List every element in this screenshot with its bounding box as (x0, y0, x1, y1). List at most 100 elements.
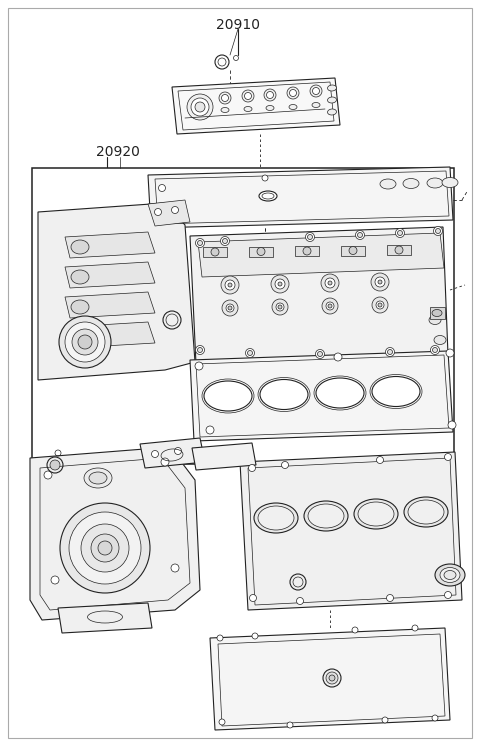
Circle shape (356, 231, 364, 239)
Circle shape (195, 102, 205, 112)
Circle shape (303, 247, 311, 255)
Circle shape (432, 715, 438, 721)
Circle shape (187, 94, 213, 120)
Circle shape (310, 85, 322, 97)
Text: 20910: 20910 (216, 18, 260, 32)
Circle shape (152, 451, 158, 457)
Ellipse shape (221, 107, 229, 113)
Circle shape (226, 304, 234, 312)
Circle shape (349, 246, 357, 254)
Ellipse shape (71, 240, 89, 254)
Bar (32, 168, 454, 464)
Ellipse shape (372, 377, 420, 407)
Circle shape (317, 351, 323, 357)
Circle shape (197, 348, 203, 353)
Ellipse shape (403, 178, 419, 189)
Ellipse shape (262, 193, 274, 199)
Ellipse shape (308, 504, 344, 528)
Circle shape (244, 93, 252, 99)
Bar (295, 246, 319, 256)
Circle shape (287, 722, 293, 728)
Circle shape (249, 465, 255, 471)
Ellipse shape (254, 503, 298, 533)
Circle shape (262, 175, 268, 181)
Bar (387, 245, 411, 255)
Circle shape (69, 512, 141, 584)
Circle shape (329, 675, 335, 681)
Circle shape (219, 719, 225, 725)
Circle shape (98, 541, 112, 555)
Polygon shape (30, 447, 200, 620)
Polygon shape (172, 78, 340, 134)
Circle shape (281, 462, 288, 468)
Circle shape (217, 635, 223, 641)
Ellipse shape (327, 97, 336, 103)
Ellipse shape (260, 380, 308, 410)
Ellipse shape (258, 506, 294, 530)
Text: 20920: 20920 (96, 145, 140, 159)
Circle shape (171, 564, 179, 572)
Circle shape (297, 598, 303, 604)
Circle shape (382, 717, 388, 723)
Polygon shape (190, 227, 448, 364)
Circle shape (326, 672, 338, 684)
Ellipse shape (380, 179, 396, 189)
Circle shape (378, 280, 382, 284)
Circle shape (308, 234, 312, 239)
Circle shape (278, 305, 282, 309)
Circle shape (396, 228, 405, 237)
Circle shape (221, 95, 228, 101)
Circle shape (59, 316, 111, 368)
Ellipse shape (71, 330, 89, 344)
Circle shape (431, 345, 440, 354)
Circle shape (206, 426, 214, 434)
Circle shape (352, 627, 358, 633)
Circle shape (191, 98, 209, 116)
Bar (341, 245, 365, 255)
Circle shape (412, 625, 418, 631)
Ellipse shape (429, 316, 441, 325)
Ellipse shape (358, 502, 394, 526)
Circle shape (195, 239, 204, 248)
Ellipse shape (440, 568, 460, 583)
Circle shape (250, 595, 256, 601)
Ellipse shape (259, 191, 277, 201)
Circle shape (322, 298, 338, 314)
Polygon shape (148, 200, 190, 226)
Circle shape (65, 322, 105, 362)
Circle shape (328, 304, 332, 308)
Circle shape (397, 231, 403, 236)
Circle shape (248, 351, 252, 356)
Circle shape (195, 362, 203, 370)
Ellipse shape (442, 178, 458, 187)
Circle shape (323, 669, 341, 687)
Ellipse shape (327, 85, 336, 91)
Circle shape (218, 58, 226, 66)
Bar (203, 247, 227, 257)
Circle shape (175, 448, 181, 454)
Circle shape (171, 207, 179, 213)
Ellipse shape (432, 310, 442, 316)
Polygon shape (190, 351, 453, 441)
Circle shape (44, 471, 52, 479)
Circle shape (78, 335, 92, 349)
Circle shape (321, 274, 339, 292)
Circle shape (371, 273, 389, 291)
Circle shape (211, 248, 219, 256)
Circle shape (223, 239, 228, 243)
Polygon shape (240, 452, 462, 610)
Circle shape (51, 576, 59, 584)
Circle shape (432, 348, 437, 353)
Circle shape (378, 303, 382, 307)
Bar (430, 307, 445, 319)
Ellipse shape (244, 107, 252, 111)
Polygon shape (198, 233, 444, 277)
Circle shape (312, 87, 320, 95)
Circle shape (81, 524, 129, 572)
Ellipse shape (71, 300, 89, 314)
Ellipse shape (427, 178, 443, 188)
Circle shape (264, 89, 276, 101)
Ellipse shape (304, 501, 348, 531)
Circle shape (385, 348, 395, 357)
Circle shape (325, 278, 335, 288)
